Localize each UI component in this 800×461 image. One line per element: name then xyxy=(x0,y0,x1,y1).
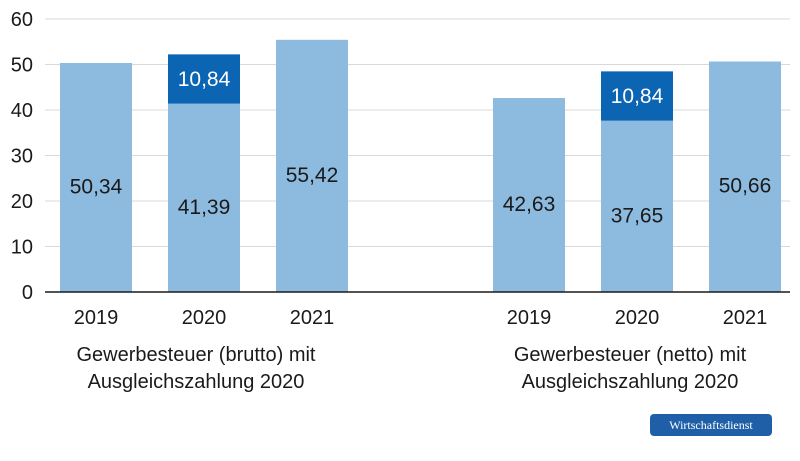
bar-base xyxy=(493,98,565,292)
x-category-label: 2021 xyxy=(723,307,768,329)
x-category-label: 2021 xyxy=(290,307,335,329)
bar-compensation xyxy=(601,71,673,121)
bar-value-label: 37,65 xyxy=(611,204,664,227)
bar-value-label: 41,39 xyxy=(178,196,231,219)
y-tick-label: 50 xyxy=(11,55,33,77)
bar-value-label: 50,66 xyxy=(719,175,772,198)
x-category-label: 2020 xyxy=(182,307,227,329)
group-label: Gewerbesteuer (brutto) mit xyxy=(77,344,316,366)
bar-compensation xyxy=(168,54,240,104)
bar-value-label: 50,34 xyxy=(70,175,123,198)
bar-value-label: 42,63 xyxy=(503,193,556,216)
y-tick-label: 10 xyxy=(11,237,33,259)
y-tick-label: 60 xyxy=(11,9,33,31)
group-label: Ausgleichszahlung 2020 xyxy=(522,371,739,393)
source-badge: Wirtschaftsdienst xyxy=(650,414,772,436)
bar-base xyxy=(60,62,132,292)
y-tick-label: 0 xyxy=(22,282,33,304)
bar-value-label: 55,42 xyxy=(286,164,339,187)
y-tick-label: 40 xyxy=(11,100,33,122)
bar-base xyxy=(709,61,781,292)
bar-base xyxy=(168,103,240,292)
x-category-label: 2019 xyxy=(507,307,552,329)
compensation-value-label: 10,84 xyxy=(611,85,664,108)
bar-base xyxy=(601,120,673,292)
x-category-label: 2020 xyxy=(615,307,660,329)
group-label: Gewerbesteuer (netto) mit xyxy=(514,344,747,366)
y-tick-label: 20 xyxy=(11,191,33,213)
y-tick-label: 30 xyxy=(11,146,33,168)
group-label: Ausgleichszahlung 2020 xyxy=(88,371,305,393)
x-category-label: 2019 xyxy=(74,307,119,329)
bar-base xyxy=(276,39,348,292)
compensation-value-label: 10,84 xyxy=(178,68,231,91)
